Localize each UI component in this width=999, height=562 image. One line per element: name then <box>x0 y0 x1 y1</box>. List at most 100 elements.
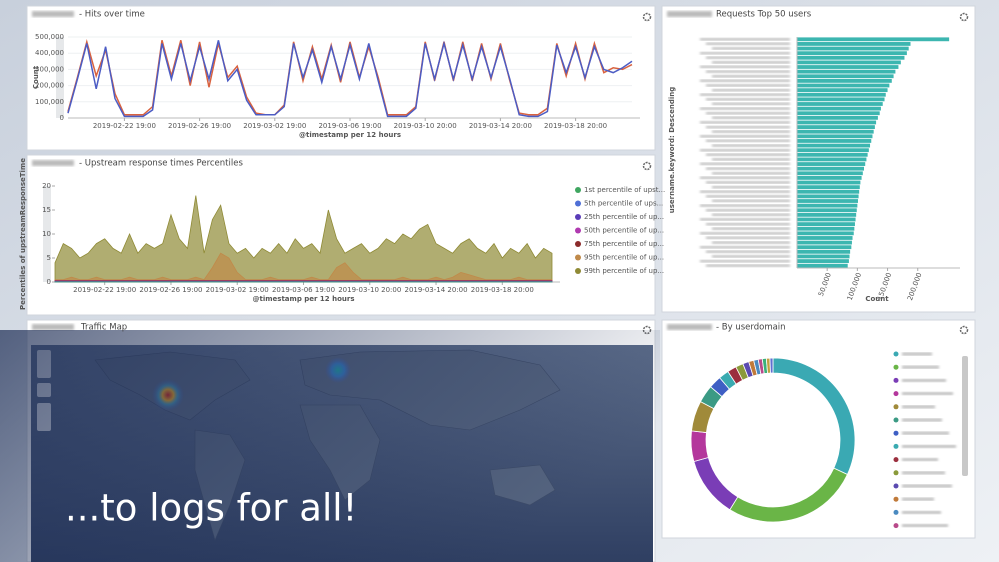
settings-icon[interactable] <box>642 161 652 171</box>
panel-title: - By userdomain <box>716 323 786 333</box>
y-tick-label: 20 <box>42 182 51 190</box>
y-tick-label: 500,000 <box>35 33 64 41</box>
category-label-blurred <box>712 88 790 92</box>
category-label-blurred <box>706 125 790 129</box>
pie-slice <box>769 357 774 374</box>
bar <box>797 148 869 153</box>
legend-swatch <box>893 377 899 383</box>
y-axis-title: username.keyword: Descending <box>668 87 676 214</box>
legend-swatch <box>893 391 899 397</box>
category-label-blurred <box>706 42 790 46</box>
legend-label: 5th percentile of ups... <box>584 200 663 208</box>
bar <box>797 249 851 254</box>
bar <box>797 139 872 143</box>
bar <box>797 254 850 259</box>
settings-icon[interactable] <box>959 12 969 22</box>
blurred-text <box>667 11 712 17</box>
bar <box>797 212 857 217</box>
category-label-blurred <box>712 185 790 189</box>
map-title: Traffic Map <box>80 323 127 333</box>
category-label-blurred <box>706 139 790 143</box>
x-tick-label: 2019-03-10 20:00 <box>394 122 457 130</box>
bar <box>797 120 877 125</box>
category-label-blurred <box>712 102 790 106</box>
bar <box>797 203 858 208</box>
panel <box>26 154 656 316</box>
bar <box>797 240 852 245</box>
series-area <box>54 252 553 283</box>
bar <box>797 194 859 199</box>
y-tick-label: 100,000 <box>35 98 64 106</box>
category-label-blurred <box>700 218 790 221</box>
category-label-blurred <box>712 47 790 50</box>
blurred-text <box>32 160 74 166</box>
panel-title: - Upstream response times Percentiles <box>79 159 243 169</box>
legend-swatch <box>893 364 899 370</box>
bar <box>797 185 860 190</box>
category-label-blurred <box>706 84 790 87</box>
bar <box>797 263 848 268</box>
scrollbar <box>962 356 968 476</box>
legend-label-blurred <box>902 458 938 462</box>
legend-swatch <box>893 351 899 357</box>
bar <box>797 111 880 116</box>
bar <box>797 74 894 79</box>
overlay-gradient <box>0 330 660 562</box>
overlay-caption: ...to logs for all! <box>65 487 357 530</box>
category-label-blurred <box>700 51 790 55</box>
legend-label-blurred <box>902 497 934 501</box>
legend-swatch <box>893 470 899 476</box>
bar <box>797 180 861 185</box>
y-tick-label: 15 <box>42 206 51 214</box>
series-line <box>67 38 633 116</box>
category-label-blurred <box>712 255 790 258</box>
bar <box>797 143 871 148</box>
bar <box>797 42 911 46</box>
y-tick-label: 300,000 <box>35 65 64 73</box>
category-label-blurred <box>712 213 790 217</box>
x-tick-label: 2019-03-18 20:00 <box>544 122 607 130</box>
legend-label: 50th percentile of up... <box>584 227 664 235</box>
legend-swatch <box>575 227 581 234</box>
legend-label: 25th percentile of up... <box>584 213 664 221</box>
y-tick-label: 10 <box>42 230 51 238</box>
category-label-blurred <box>706 264 790 267</box>
bar <box>797 231 854 236</box>
legend-swatch <box>893 457 899 463</box>
plot-bg <box>43 186 51 282</box>
legend-swatch <box>575 187 581 193</box>
legend-label: 75th percentile of up... <box>584 240 664 248</box>
category-label-blurred <box>700 93 790 96</box>
legend-swatch <box>893 443 899 449</box>
bar <box>797 245 852 250</box>
bar <box>797 88 888 93</box>
bar <box>797 189 860 194</box>
legend-label-blurred <box>902 418 942 422</box>
category-label-blurred <box>700 148 790 152</box>
panel-title: - Hits over time <box>79 10 145 20</box>
y-tick-label: 0 <box>47 278 51 286</box>
category-label-blurred <box>706 222 790 226</box>
x-axis-title: @timestamp per 12 hours <box>253 295 355 303</box>
category-label-blurred <box>712 74 790 78</box>
category-label-blurred <box>700 245 790 249</box>
legend-label-blurred <box>902 392 953 396</box>
bar <box>797 152 868 157</box>
x-tick-label: 2019-03-02 19:00 <box>206 286 269 294</box>
bar <box>797 78 892 83</box>
legend-label-blurred <box>902 444 956 448</box>
bar <box>797 65 899 69</box>
legend-swatch <box>893 417 899 423</box>
blurred-text <box>32 11 74 17</box>
series-area <box>54 195 553 283</box>
x-tick-label: 2019-03-02 19:00 <box>243 122 306 130</box>
category-label-blurred <box>706 111 790 115</box>
settings-icon[interactable] <box>642 12 652 22</box>
legend-label: 95th percentile of up... <box>584 254 664 262</box>
x-axis-title: Count <box>865 295 889 303</box>
legend-label-blurred <box>902 510 941 514</box>
bar <box>797 69 896 74</box>
settings-icon[interactable] <box>959 325 969 335</box>
category-label-blurred <box>706 250 790 254</box>
bar <box>797 115 878 120</box>
